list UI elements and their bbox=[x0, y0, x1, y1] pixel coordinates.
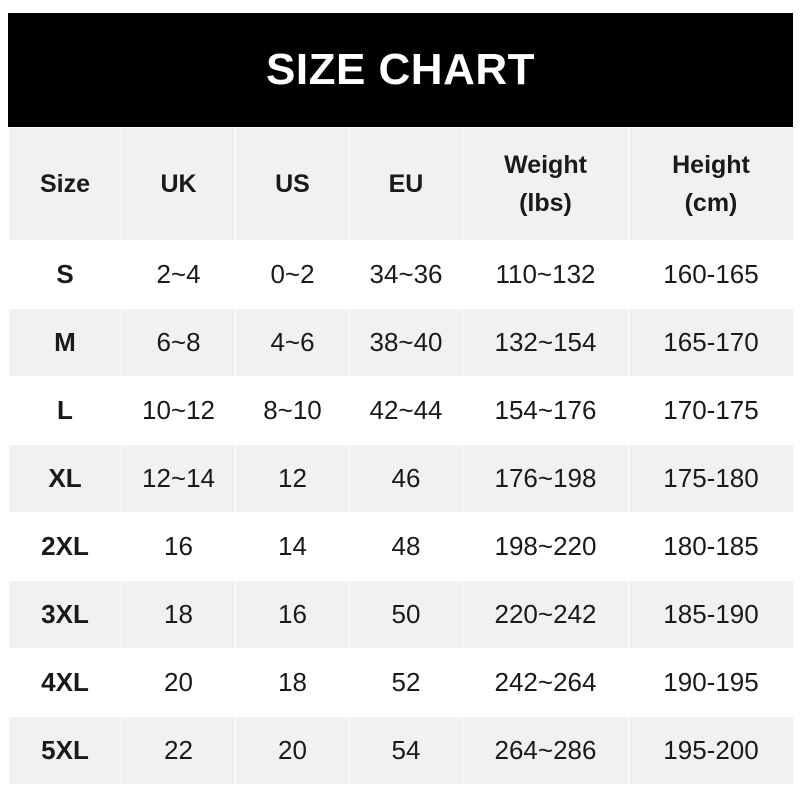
cell-weight: 132~154 bbox=[462, 308, 629, 377]
cell-size: S bbox=[8, 240, 122, 309]
table-row: 2XL 16 14 48 198~220 180-185 bbox=[8, 512, 794, 581]
table-row: M 6~8 4~6 38~40 132~154 165-170 bbox=[8, 308, 794, 377]
cell-size: 4XL bbox=[8, 648, 122, 717]
header-unit: (cm) bbox=[684, 189, 738, 217]
column-header-uk: UK bbox=[121, 127, 236, 241]
table-row: 5XL 22 20 54 264~286 195-200 bbox=[8, 716, 794, 785]
cell-us: 12 bbox=[235, 444, 350, 513]
chart-title: SIZE CHART bbox=[8, 13, 793, 127]
column-header-height: Height (cm) bbox=[628, 127, 794, 241]
size-chart: SIZE CHART Size UK US EU Weight (lbs) Height (c… bbox=[8, 13, 794, 785]
cell-height: 190-195 bbox=[628, 648, 794, 717]
cell-weight: 242~264 bbox=[462, 648, 629, 717]
header-unit: (lbs) bbox=[519, 189, 572, 217]
cell-us: 20 bbox=[235, 716, 350, 785]
cell-height: 170-175 bbox=[628, 376, 794, 445]
column-header-weight: Weight (lbs) bbox=[462, 127, 629, 241]
cell-size: L bbox=[8, 376, 122, 445]
header-label: Weight bbox=[504, 151, 587, 179]
cell-uk: 20 bbox=[121, 648, 236, 717]
cell-weight: 176~198 bbox=[462, 444, 629, 513]
table-row: 3XL 18 16 50 220~242 185-190 bbox=[8, 580, 794, 649]
cell-uk: 2~4 bbox=[121, 240, 236, 309]
header-label: EU bbox=[388, 170, 424, 198]
cell-height: 160-165 bbox=[628, 240, 794, 309]
column-header-us: US bbox=[235, 127, 350, 241]
table-row: S 2~4 0~2 34~36 110~132 160-165 bbox=[8, 240, 794, 309]
header-label: Height bbox=[672, 151, 750, 179]
cell-height: 165-170 bbox=[628, 308, 794, 377]
cell-uk: 6~8 bbox=[121, 308, 236, 377]
header-label: UK bbox=[160, 170, 197, 198]
table-row: L 10~12 8~10 42~44 154~176 170-175 bbox=[8, 376, 794, 445]
cell-us: 4~6 bbox=[235, 308, 350, 377]
column-header-eu: EU bbox=[349, 127, 463, 241]
table-row: XL 12~14 12 46 176~198 175-180 bbox=[8, 444, 794, 513]
cell-size: XL bbox=[8, 444, 122, 513]
cell-uk: 16 bbox=[121, 512, 236, 581]
cell-height: 175-180 bbox=[628, 444, 794, 513]
cell-eu: 46 bbox=[349, 444, 463, 513]
cell-size: 5XL bbox=[8, 716, 122, 785]
cell-weight: 220~242 bbox=[462, 580, 629, 649]
cell-us: 18 bbox=[235, 648, 350, 717]
cell-weight: 110~132 bbox=[462, 240, 629, 309]
cell-height: 185-190 bbox=[628, 580, 794, 649]
cell-us: 8~10 bbox=[235, 376, 350, 445]
size-table: Size UK US EU Weight (lbs) Height (cm) S 2~4 0~2 3… bbox=[8, 127, 794, 785]
cell-uk: 22 bbox=[121, 716, 236, 785]
cell-weight: 154~176 bbox=[462, 376, 629, 445]
cell-us: 0~2 bbox=[235, 240, 350, 309]
cell-eu: 42~44 bbox=[349, 376, 463, 445]
header-row: Size UK US EU Weight (lbs) Height (cm) bbox=[8, 127, 794, 241]
cell-size: 2XL bbox=[8, 512, 122, 581]
cell-us: 14 bbox=[235, 512, 350, 581]
cell-weight: 198~220 bbox=[462, 512, 629, 581]
cell-eu: 38~40 bbox=[349, 308, 463, 377]
cell-uk: 12~14 bbox=[121, 444, 236, 513]
cell-eu: 54 bbox=[349, 716, 463, 785]
cell-height: 195-200 bbox=[628, 716, 794, 785]
cell-size: 3XL bbox=[8, 580, 122, 649]
header-label: Size bbox=[39, 170, 91, 198]
cell-eu: 52 bbox=[349, 648, 463, 717]
column-header-size: Size bbox=[8, 127, 122, 241]
cell-eu: 34~36 bbox=[349, 240, 463, 309]
cell-height: 180-185 bbox=[628, 512, 794, 581]
cell-uk: 18 bbox=[121, 580, 236, 649]
table-row: 4XL 20 18 52 242~264 190-195 bbox=[8, 648, 794, 717]
cell-eu: 50 bbox=[349, 580, 463, 649]
cell-weight: 264~286 bbox=[462, 716, 629, 785]
cell-eu: 48 bbox=[349, 512, 463, 581]
cell-us: 16 bbox=[235, 580, 350, 649]
cell-uk: 10~12 bbox=[121, 376, 236, 445]
header-label: US bbox=[275, 170, 310, 198]
cell-size: M bbox=[8, 308, 122, 377]
